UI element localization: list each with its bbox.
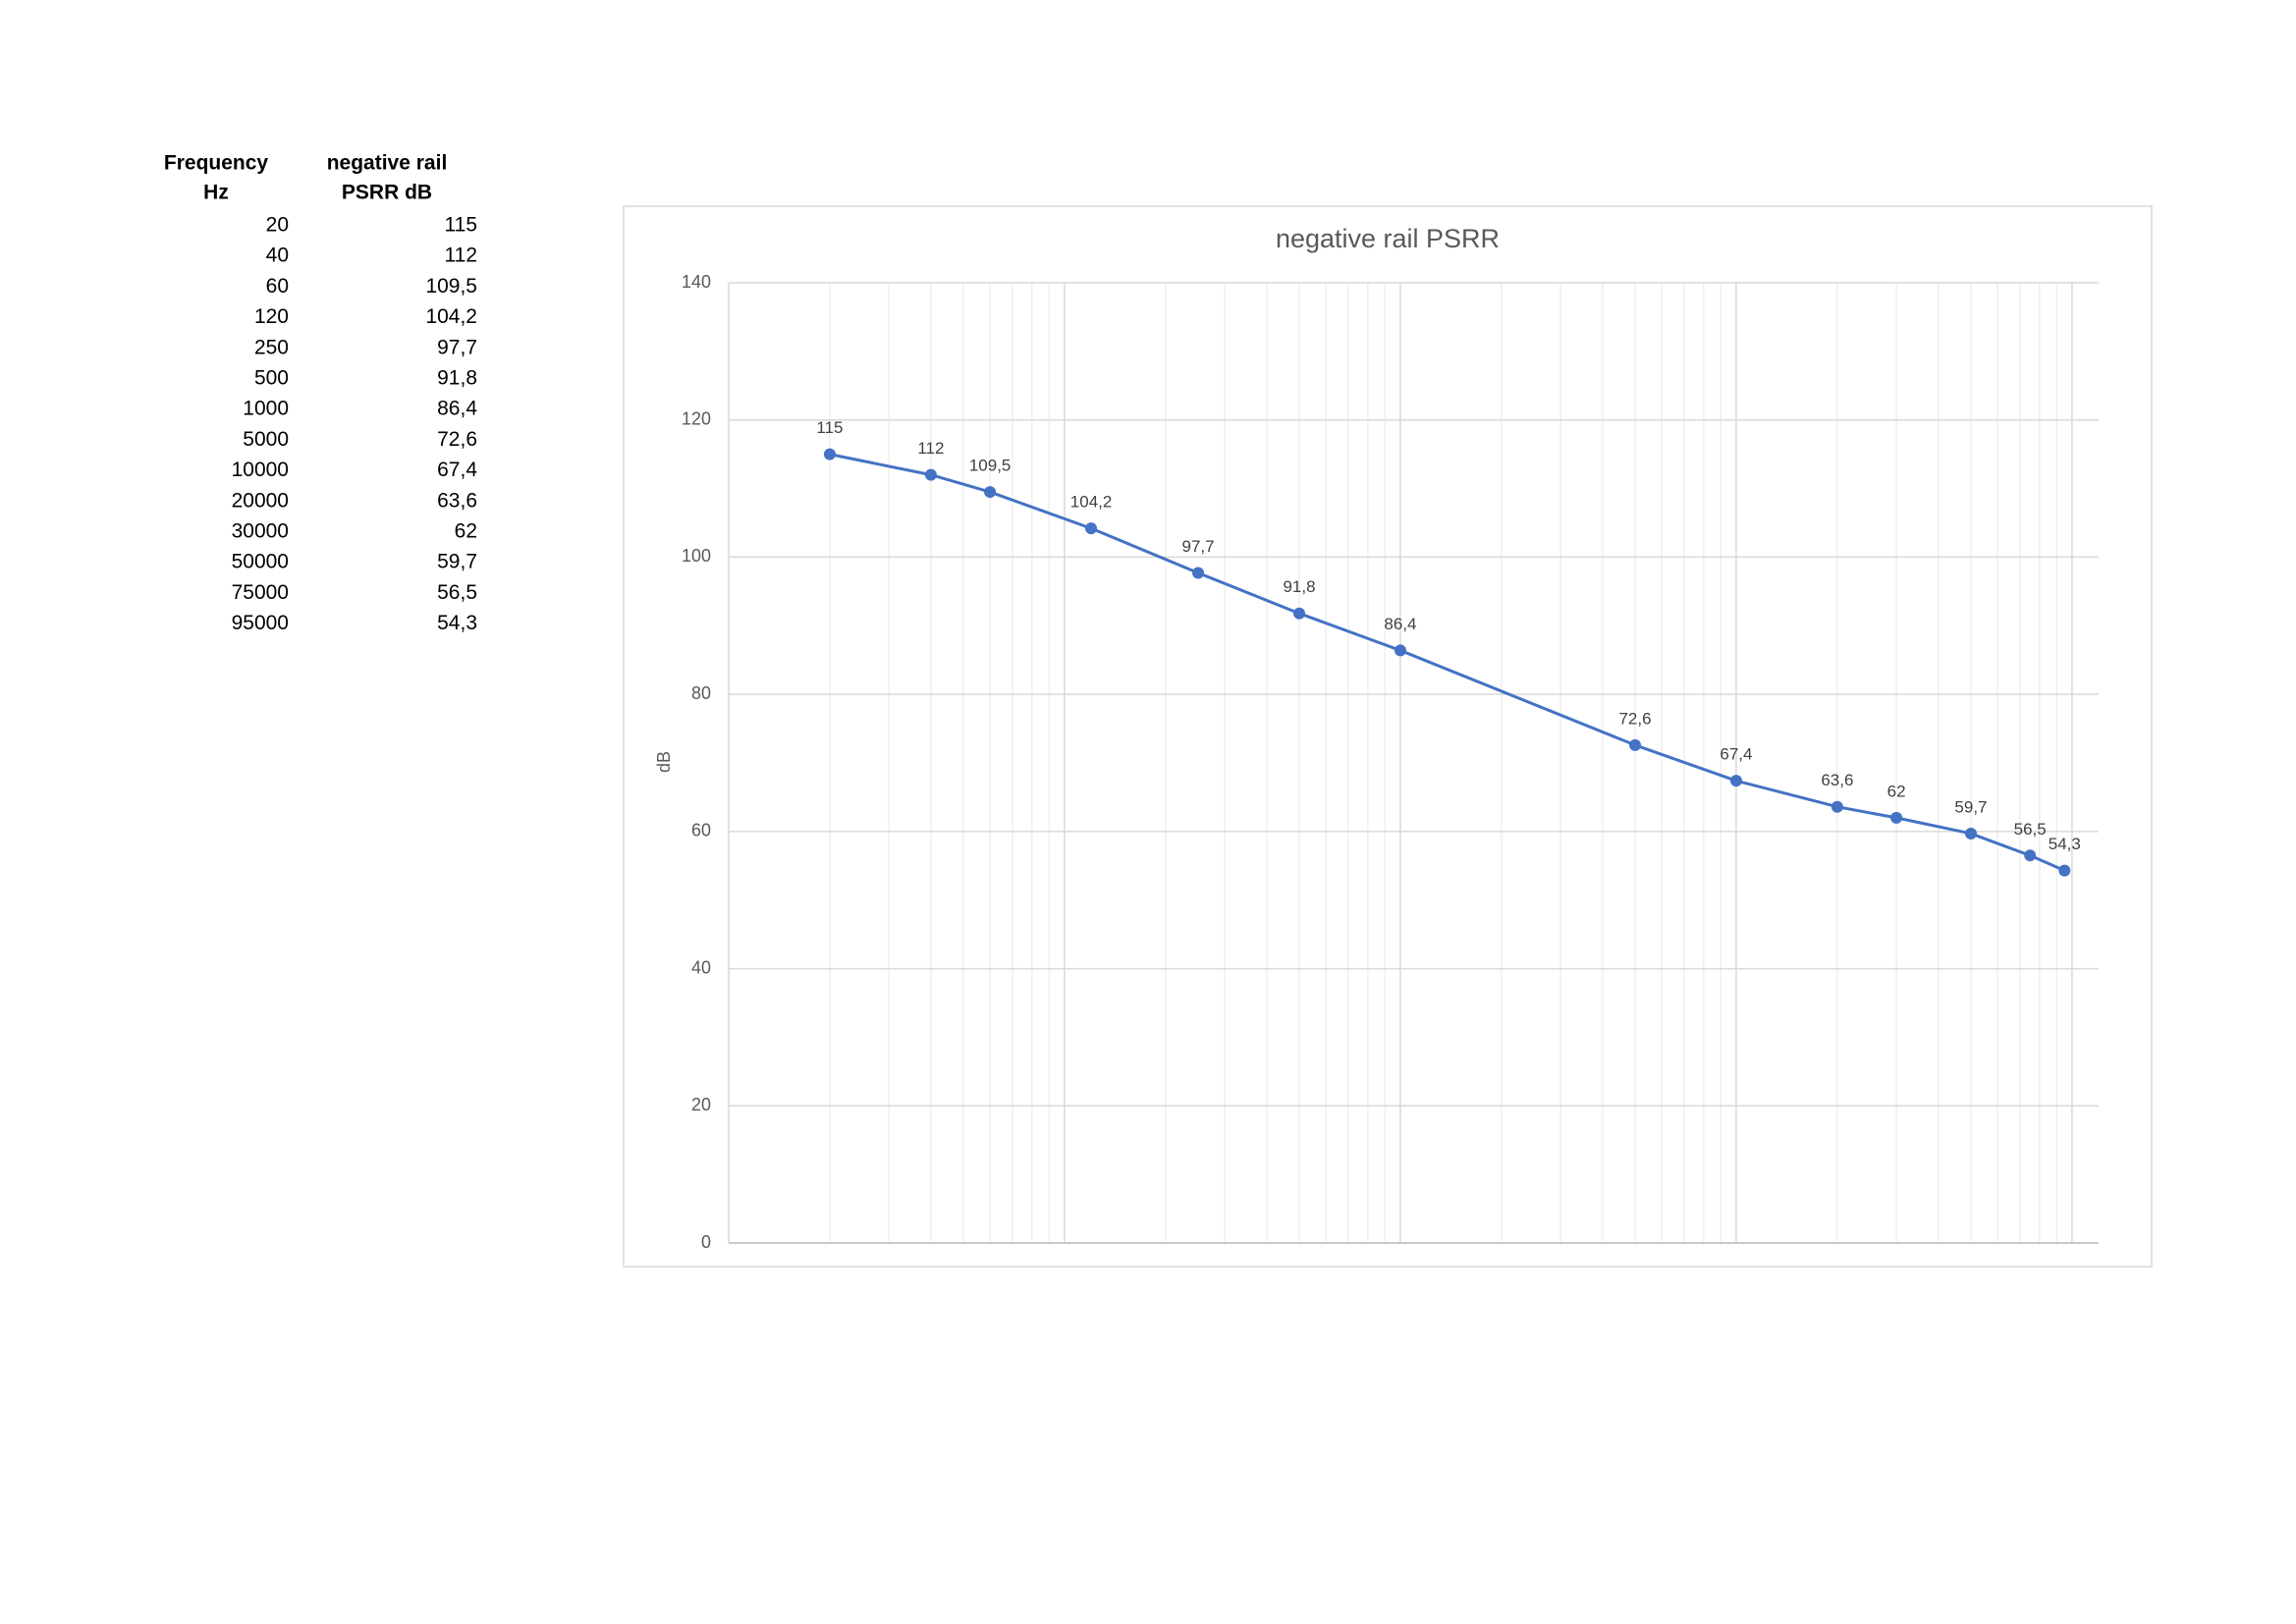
table-cell: 115 [445, 214, 477, 237]
table-cell: 54,3 [437, 612, 477, 634]
data-point [1964, 827, 1977, 839]
y-tick-label: 100 [682, 546, 711, 566]
data-point [1192, 567, 1205, 579]
table-cell: 97,7 [437, 336, 477, 358]
table-cell: 120 [254, 305, 289, 328]
data-label: 54,3 [2049, 835, 2081, 853]
data-point [1628, 738, 1641, 751]
table-cell: 5000 [243, 428, 289, 451]
table-header: negative rail [327, 152, 448, 175]
data-label: 56,5 [2014, 820, 2047, 839]
data-label: 59,7 [1954, 797, 1987, 816]
table-cell: 10000 [232, 459, 289, 481]
y-tick-label: 40 [691, 957, 711, 977]
table-cell: 30000 [232, 520, 289, 543]
table-cell: 109,5 [425, 275, 477, 298]
table-cell: 63,6 [437, 489, 477, 512]
chart-frame [623, 205, 2153, 1268]
y-tick-label: 80 [691, 683, 711, 703]
table-header: Frequency [164, 152, 269, 175]
y-tick-label: 0 [701, 1232, 711, 1252]
data-label: 72,6 [1618, 709, 1651, 728]
data-label: 67,4 [1720, 745, 1752, 764]
data-point [1293, 607, 1306, 620]
table-cell: 40 [266, 244, 289, 267]
y-tick-label: 60 [691, 821, 711, 840]
data-point [1729, 775, 1742, 787]
y-tick-label: 120 [682, 408, 711, 428]
table-cell: 112 [445, 244, 477, 267]
table-cell: 91,8 [437, 367, 477, 390]
data-point [1890, 811, 1903, 824]
table-cell: 67,4 [437, 459, 477, 481]
table-cell: 50000 [232, 551, 289, 573]
table-cell: 20000 [232, 489, 289, 512]
table-cell: 75000 [232, 581, 289, 604]
table-cell: 62 [455, 520, 477, 543]
data-label: 62 [1887, 782, 1906, 800]
table-cell: 500 [254, 367, 289, 390]
data-point [2058, 864, 2071, 877]
table-header: PSRR dB [342, 182, 432, 204]
data-point [1831, 800, 1843, 813]
data-label: 112 [917, 439, 944, 458]
data-label: 86,4 [1384, 615, 1416, 633]
data-point [984, 486, 997, 499]
data-label: 104,2 [1070, 493, 1113, 512]
data-point [2024, 849, 2037, 862]
chart-title: negative rail PSRR [1276, 224, 1500, 253]
data-point [823, 448, 836, 460]
y-tick-label: 140 [682, 272, 711, 292]
data-label: 115 [816, 418, 843, 437]
series-line [829, 453, 2065, 873]
data-point [924, 468, 937, 481]
table-cell: 72,6 [437, 428, 477, 451]
data-label: 97,7 [1182, 537, 1215, 556]
data-point [1394, 644, 1406, 657]
data-label: 63,6 [1821, 771, 1853, 789]
table-cell: 86,4 [437, 398, 477, 420]
data-label: 109,5 [969, 457, 1011, 475]
table-cell: 1000 [243, 398, 289, 420]
y-axis-label: dB [654, 751, 674, 773]
table-cell: 95000 [232, 612, 289, 634]
table-cell: 20 [266, 214, 289, 237]
data-label: 91,8 [1283, 577, 1315, 596]
y-tick-label: 20 [691, 1095, 711, 1114]
table-cell: 250 [254, 336, 289, 358]
table-cell: 60 [266, 275, 289, 298]
table-cell: 59,7 [437, 551, 477, 573]
table-cell: 104,2 [425, 305, 477, 328]
data-point [1085, 522, 1098, 535]
table-header: Hz [203, 182, 229, 204]
table-cell: 56,5 [437, 581, 477, 604]
